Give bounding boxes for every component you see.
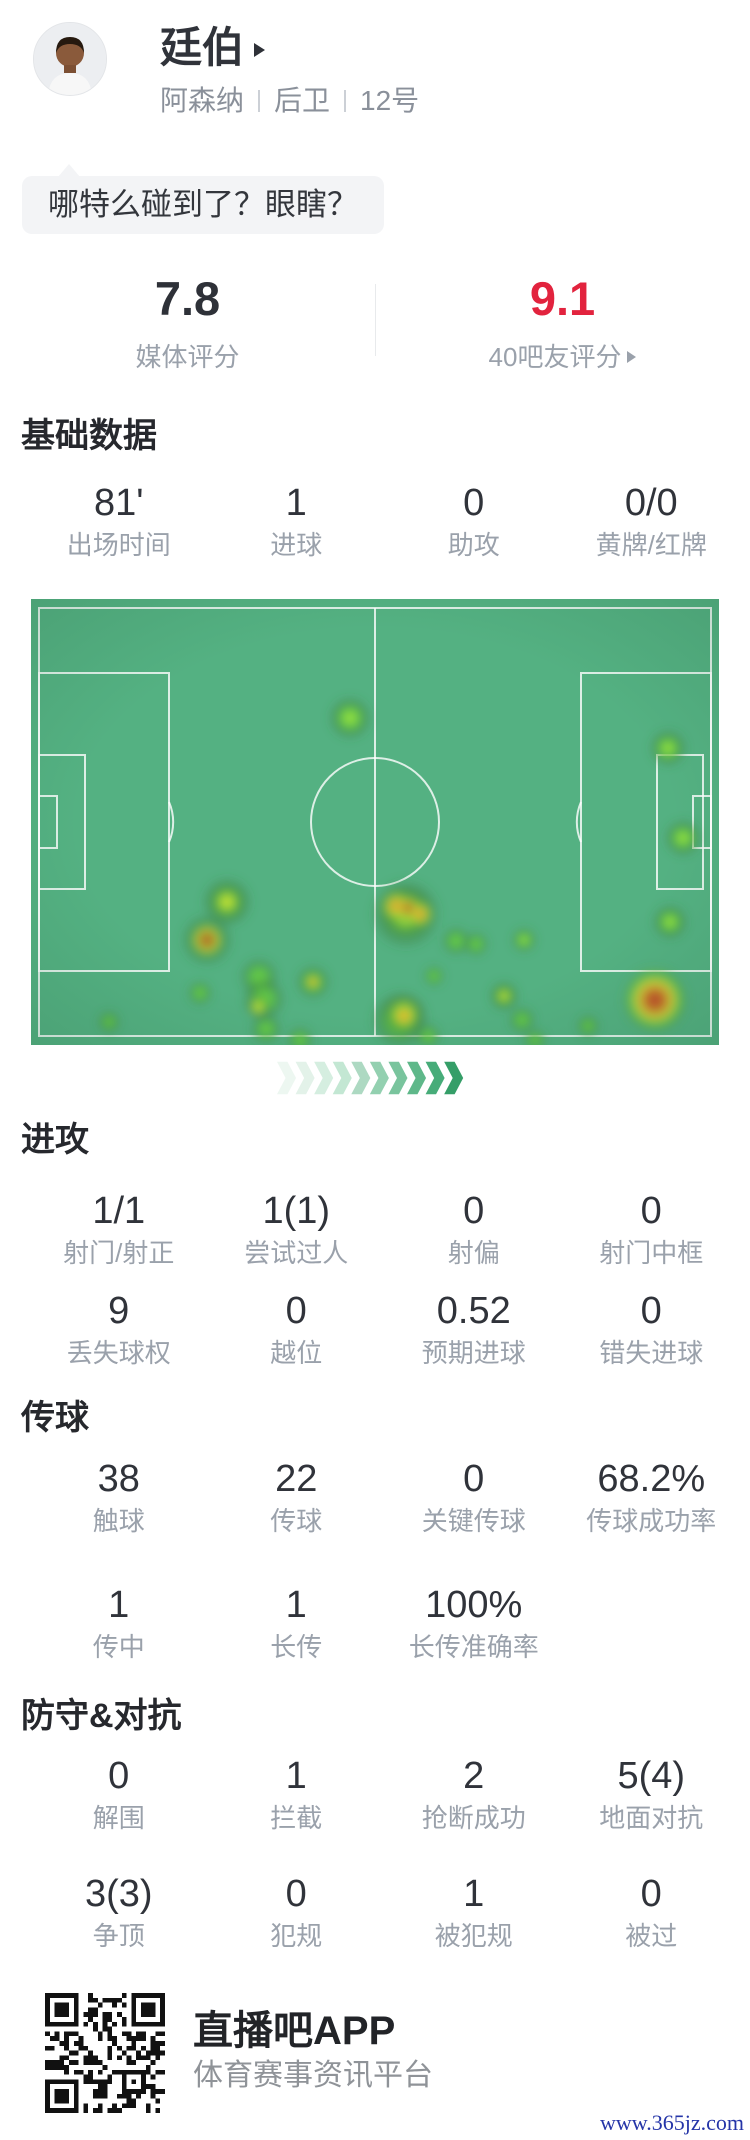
basic-stats-row: 81' 出场时间 1 进球 0 助攻 0/0 黄牌/红牌 [30,482,740,560]
stat-possession-lost: 9 丢失球权 [66,1290,171,1368]
stat-aerial-duels: 3(3) 争顶 [84,1873,153,1951]
stat-shots-off: 0 射偏 [447,1190,500,1268]
stat-xg: 0.52 预期进球 [421,1290,526,1368]
media-rating-label: 媒体评分 [135,342,240,372]
stat-crosses: 1 传中 [92,1584,145,1662]
stat-shots: 1/1 射门/射正 [63,1190,175,1268]
stat-fouls: 0 犯规 [270,1873,323,1951]
media-rating: 7.8 媒体评分 [0,272,375,372]
media-rating-value: 7.8 [154,272,221,325]
stat-pass-accuracy: 68.2% 传球成功率 [586,1458,717,1536]
defense-stats-row-1: 0 解围 1 拦截 2 抢断成功 5(4) 地面对抗 [30,1755,740,1833]
player-avatar[interactable] [33,22,107,96]
separator [258,90,261,112]
stat-ground-duels: 5(4) 地面对抗 [599,1755,704,1833]
pitch-vignette [31,599,719,1045]
stat-minutes: 81' 出场时间 [66,482,171,560]
stat-offsides: 0 越位 [270,1290,323,1368]
stat-chances-missed: 0 错失进球 [599,1290,704,1368]
stat-woodwork: 0 射门中框 [599,1190,704,1268]
watermark: www.365jz.com [600,2110,744,2135]
player-name: 廷伯 [160,24,245,71]
stat-long-balls: 1 长传 [270,1584,323,1662]
chevron-icon [277,1061,297,1095]
stat-assists: 0 助攻 [447,482,500,560]
fans-rating-value: 9.1 [529,272,596,325]
heatmap-pitch [31,599,719,1045]
stat-interceptions: 1 拦截 [270,1755,323,1833]
section-title-attack: 进攻 [21,1121,89,1159]
expand-right-icon [254,43,266,57]
fans-rating-label: 40吧友评分 [375,342,750,372]
qr-code [45,1993,165,2113]
app-tagline: 体育赛事资讯平台 [193,2059,433,2092]
attack-stats-row-2: 9 丢失球权 0 越位 0.52 预期进球 0 错失进球 [30,1290,740,1368]
player-team: 阿森纳 [160,85,245,116]
app-name: 直播吧APP [193,2009,396,2053]
stat-goals: 1 进球 [270,482,323,560]
section-title-passing: 传球 [21,1399,89,1437]
player-position: 后卫 [274,85,331,116]
comment-bubble: 哪特么碰到了？眼瞎？ [22,176,384,234]
stat-cards: 0/0 黄牌/红牌 [595,482,707,560]
chevron-icon [407,1061,427,1095]
stat-touches: 38 触球 [92,1458,145,1536]
defense-stats-row-2: 3(3) 争顶 0 犯规 1 被犯规 0 被过 [30,1873,740,1951]
chevron-icon [388,1061,408,1095]
player-number: 12号 [360,85,420,116]
speech-bubble-notch [58,164,80,177]
section-title-basic: 基础数据 [21,417,157,455]
fans-rating[interactable]: 9.1 40吧友评分 [375,272,750,372]
passing-stats-row-2: 1 传中 1 长传 100% 长传准确率 [30,1584,740,1662]
chevron-right-icon [627,351,637,363]
chevron-icon [295,1061,315,1095]
ratings-divider [375,284,376,356]
stat-passes: 22 传球 [270,1458,323,1536]
stat-clearances: 0 解围 [92,1755,145,1833]
stat-dribbles: 1(1) 尝试过人 [244,1190,349,1268]
stat-key-passes: 0 关键传球 [421,1458,526,1536]
separator [344,90,347,112]
chevron-icon [332,1061,352,1095]
stat-was-fouled: 1 被犯规 [434,1873,513,1951]
chevron-icon [425,1061,445,1095]
chevron-icon [444,1061,464,1095]
stat-tackles-won: 2 抢断成功 [421,1755,526,1833]
chevron-icon [351,1061,371,1095]
stat-dribbled-past: 0 被过 [625,1873,678,1951]
stat-long-ball-accuracy: 100% 长传准确率 [408,1584,539,1662]
player-subtitle: 阿森纳 后卫 12号 [160,84,419,118]
direction-chevrons-icon [277,1061,464,1095]
attack-stats-row-1: 1/1 射门/射正 1(1) 尝试过人 0 射偏 0 射门中框 [30,1190,740,1268]
section-title-defense: 防守&对抗 [21,1697,182,1735]
player-name-row[interactable]: 廷伯 [160,24,266,72]
chevron-icon [369,1061,389,1095]
passing-stats-row-1: 38 触球 22 传球 0 关键传球 68.2% 传球成功率 [30,1458,740,1536]
chevron-icon [314,1061,334,1095]
player-photo [34,23,106,95]
